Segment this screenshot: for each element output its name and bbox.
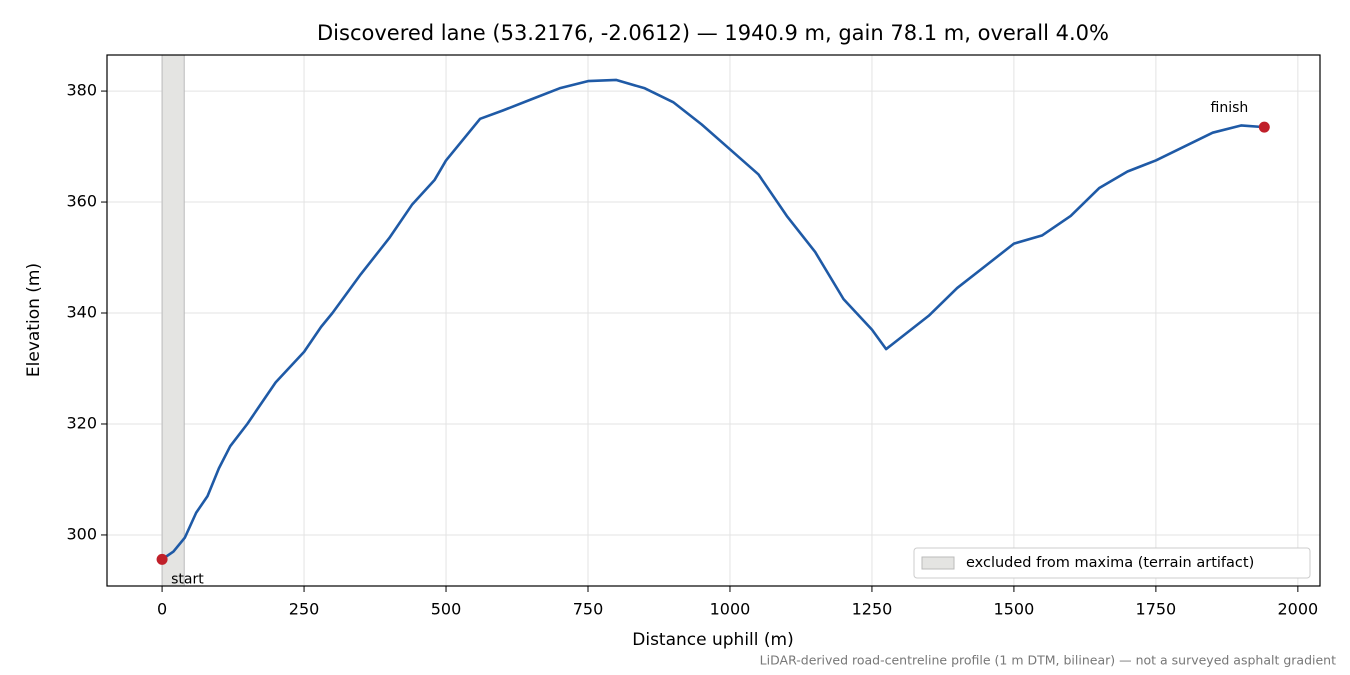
y-axis-label: Elevation (m): [24, 263, 44, 377]
x-tick-label: 1250: [852, 600, 893, 619]
legend-box: [913, 547, 1311, 579]
footnote: LiDAR-derived road-centreline profile (1…: [760, 653, 1336, 668]
elevation-line: [161, 78, 1265, 561]
legend-label: excluded from maxima (terrain artifact): [966, 555, 1254, 571]
y-tick-label: 360: [66, 192, 97, 211]
start-label: start: [171, 571, 204, 587]
x-axis-label: Distance uphill (m): [632, 630, 793, 650]
x-tick-label: 2000: [1277, 600, 1318, 619]
y-tick-label: 340: [66, 303, 97, 322]
x-tick-label: 0: [157, 600, 167, 619]
excluded-band: [161, 54, 185, 587]
y-tick-label: 320: [66, 413, 97, 432]
endpoint-marker: [156, 553, 168, 565]
x-tick-label: 1750: [1136, 600, 1177, 619]
x-tick-label: 750: [573, 600, 604, 619]
y-tick-label: 380: [66, 81, 97, 100]
x-tick-label: 1000: [710, 600, 751, 619]
x-tick-label: 500: [431, 600, 462, 619]
plot-frame: [106, 54, 1321, 587]
y-tick-label: 300: [66, 524, 97, 543]
legend-swatch: [921, 556, 955, 570]
x-tick-label: 250: [289, 600, 320, 619]
finish-label: finish: [1211, 100, 1249, 116]
chart-title: Discovered lane (53.2176, -2.0612) — 194…: [317, 21, 1109, 45]
x-tick-label: 1500: [994, 600, 1035, 619]
endpoint-marker: [1258, 121, 1270, 133]
